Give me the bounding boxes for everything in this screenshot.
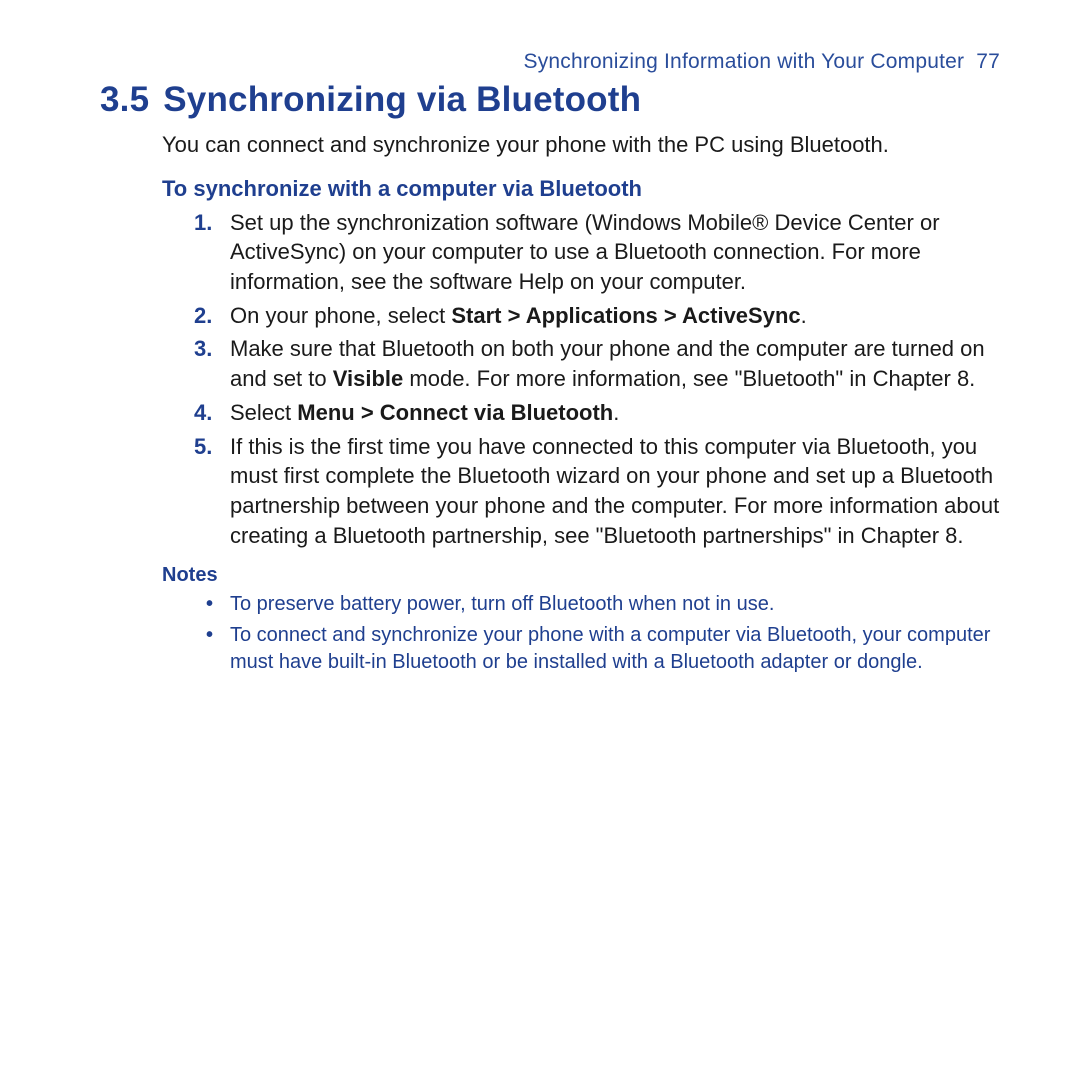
running-header: Synchronizing Information with Your Comp… xyxy=(100,50,1000,74)
step-text-bold: Start > Applications > ActiveSync xyxy=(451,303,800,328)
notes-list: To preserve battery power, turn off Blue… xyxy=(100,591,1000,676)
step-item: Make sure that Bluetooth on both your ph… xyxy=(230,334,1000,393)
chapter-title: Synchronizing Information with Your Comp… xyxy=(523,50,964,73)
note-item: To connect and synchronize your phone wi… xyxy=(230,622,1000,676)
note-item: To preserve battery power, turn off Blue… xyxy=(230,591,1000,618)
step-text-pre: If this is the first time you have conne… xyxy=(230,434,999,548)
lead-paragraph: You can connect and synchronize your pho… xyxy=(100,130,1000,160)
procedure-subheading: To synchronize with a computer via Bluet… xyxy=(162,176,1000,202)
section-number: 3.5 xyxy=(100,80,149,119)
step-text-post: . xyxy=(801,303,807,328)
step-item: If this is the first time you have conne… xyxy=(230,432,1000,551)
step-item: On your phone, select Start > Applicatio… xyxy=(230,301,1000,331)
step-text-pre: On your phone, select xyxy=(230,303,451,328)
step-text-pre: Select xyxy=(230,400,297,425)
document-page: Synchronizing Information with Your Comp… xyxy=(0,0,1080,1080)
step-item: Set up the synchronization software (Win… xyxy=(230,208,1000,297)
notes-heading: Notes xyxy=(162,564,1000,587)
step-item: Select Menu > Connect via Bluetooth. xyxy=(230,398,1000,428)
step-text-bold: Visible xyxy=(333,366,404,391)
step-text-post: . xyxy=(613,400,619,425)
procedure-steps: Set up the synchronization software (Win… xyxy=(100,208,1000,551)
section-title-text: Synchronizing via Bluetooth xyxy=(163,80,641,119)
step-text-post: mode. For more information, see "Bluetoo… xyxy=(403,366,975,391)
section-heading: 3.5 Synchronizing via Bluetooth xyxy=(100,80,1000,120)
page-number: 77 xyxy=(976,50,1000,73)
step-text-bold: Menu > Connect via Bluetooth xyxy=(297,400,613,425)
step-text-pre: Set up the synchronization software (Win… xyxy=(230,210,940,294)
